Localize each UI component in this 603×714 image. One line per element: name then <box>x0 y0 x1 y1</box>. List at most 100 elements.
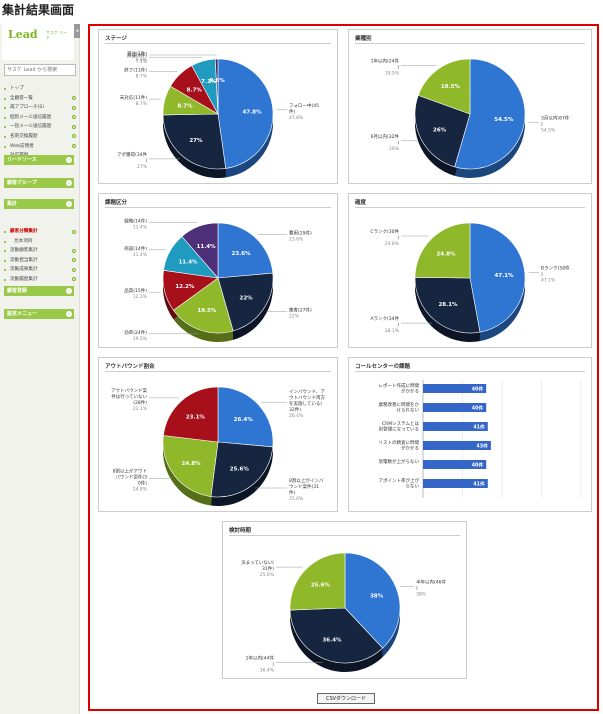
bullet-icon <box>4 126 6 129</box>
bullet-icon <box>4 107 6 110</box>
divider <box>105 207 331 208</box>
slice-percent-label: 23.6% <box>231 251 251 257</box>
pie-slice[interactable] <box>162 435 219 497</box>
pie-chart: 23.6%費用(29件)23.6%22%集客(27件)22%19.5%効率(24… <box>124 218 312 343</box>
summary-nav-item[interactable]: 顧客分類集計 <box>2 227 78 237</box>
circle-icon <box>72 229 76 234</box>
slice-label-line: 費用(29件) <box>289 230 312 237</box>
bar[interactable] <box>423 441 491 450</box>
section-label: 顧客グループ <box>7 180 37 186</box>
pie-slice[interactable] <box>163 386 219 443</box>
sidebar-nav-item[interactable]: Web訪問者 <box>2 142 78 152</box>
slice-percent-callout: 7.1% <box>136 59 148 65</box>
pie-slice[interactable] <box>289 552 346 611</box>
pie-slice[interactable] <box>289 607 384 664</box>
slice-label-line: ) <box>397 322 399 328</box>
sidebar-nav-item[interactable]: 個別メール送信履歴 <box>2 113 78 123</box>
slice-label-line: 未対応(11件) <box>120 94 147 101</box>
bar[interactable] <box>423 384 487 393</box>
pie-slice[interactable] <box>454 58 526 170</box>
slice-label-line: ウトバウンド両方 <box>289 394 325 401</box>
divider <box>105 43 331 44</box>
summary-nav-item[interactable]: 流動履歴集計 <box>2 275 78 285</box>
pie-slice[interactable] <box>414 277 481 334</box>
slice-percent-callout: 12.2% <box>133 294 148 300</box>
sidebar-nav-item[interactable]: 一括メール送信履歴 <box>2 122 78 132</box>
pie-slice[interactable] <box>344 552 401 649</box>
sidebar-nav-item[interactable]: 再アプローチ(S) <box>2 103 78 113</box>
slice-percent-callout: 24.8% <box>385 241 400 247</box>
slice-label-line: アポ獲得(34件 <box>117 151 147 158</box>
slice-label-line: インバウンド、ア <box>289 388 325 395</box>
search-input[interactable] <box>4 64 76 76</box>
slice-percent-callout: 25.6% <box>260 572 275 578</box>
pie-slice[interactable] <box>217 58 274 169</box>
pie-slice[interactable] <box>162 113 227 170</box>
bar[interactable] <box>423 479 488 488</box>
circle-icon <box>72 277 76 282</box>
slice-label-line: ) <box>416 585 418 591</box>
bar-value-label: 40件 <box>472 386 484 393</box>
slice-percent-label: 11.4% <box>178 260 198 266</box>
csv-download-button[interactable]: CSVダウンロード <box>317 693 375 704</box>
slice-percent-label: 25.6% <box>311 582 331 588</box>
slice-percent-callout: 27% <box>137 164 148 170</box>
sidebar-nav-item[interactable]: トップ <box>2 84 78 94</box>
bullet-icon <box>4 145 6 148</box>
logo[interactable]: Lead <box>8 28 38 41</box>
bar[interactable] <box>423 460 487 469</box>
bar-value-label: 41件 <box>473 424 485 431</box>
bar[interactable] <box>423 422 488 431</box>
pie-slice[interactable] <box>217 222 274 279</box>
summary-nav-item[interactable]: 流動担当集計 <box>2 256 78 266</box>
bar-value-label: 41件 <box>473 481 485 488</box>
pie-slice[interactable] <box>414 222 471 279</box>
pie-slice[interactable] <box>210 441 274 498</box>
pie-slice[interactable] <box>217 272 274 332</box>
slice-percent-callout: 8.7% <box>136 74 148 80</box>
pie-slice[interactable] <box>181 222 219 279</box>
sidebar-section-header[interactable]: リードソース › <box>4 155 74 165</box>
category-label-line: 別管理になっている <box>379 426 419 433</box>
slice-percent-callout: 8.7% <box>136 101 148 107</box>
slice-label-line: 商談(9件) <box>127 52 147 59</box>
sidebar-section-header[interactable]: 設定メニュー › <box>4 309 74 319</box>
slice-percent-label: 38% <box>370 593 384 599</box>
pie-slice[interactable] <box>414 94 471 168</box>
slice-percent-callout: 22% <box>289 313 300 319</box>
summary-nav-item[interactable]: 見本項目 <box>2 237 78 247</box>
chart-panel-issue: 課題区分 23.6% 費用(29件) 23.6% 22% 集客(27件) 22% 19.5%… <box>98 193 338 348</box>
slice-label-line: フォロー中(45 <box>289 102 319 109</box>
sidebar-nav-item[interactable]: 全顧客一覧 <box>2 94 78 104</box>
slice-percent-callout: 23.6% <box>289 237 304 243</box>
summary-nav-item[interactable]: 流動顧客集計 <box>2 246 78 256</box>
sidebar-section-header[interactable]: 顧客登録 › <box>4 286 74 296</box>
circle-icon <box>72 248 76 253</box>
bar[interactable] <box>423 403 487 412</box>
collapse-sidebar-icon[interactable]: ◂ <box>74 24 80 38</box>
sidebar-section-header[interactable]: 集計 ⌄ <box>4 199 74 209</box>
category-label-line: CRMシステムとは <box>382 421 420 427</box>
nav-label: 流動顧客集計 <box>10 248 38 254</box>
summary-nav-item[interactable]: 流動成果集計 <box>2 265 78 275</box>
nav-label: トップ <box>10 86 24 91</box>
panel-title: 業種別 <box>355 36 372 42</box>
slice-label-line: 戦略(14件) <box>124 218 147 225</box>
pie-slice[interactable] <box>469 222 526 333</box>
pie-chart: 47.8%フォロー中(45件)47.8%27%アポ獲得(34件)27%8.7%未… <box>117 50 319 178</box>
bullet-icon <box>4 250 6 253</box>
pie-slice[interactable] <box>214 58 219 115</box>
logo-subtitle: サスケ リード <box>46 30 68 40</box>
pie-slice[interactable] <box>417 58 471 115</box>
pie-slice[interactable] <box>217 386 274 448</box>
slice-label-line: ) <box>145 158 147 164</box>
slice-label-line: アウトバウンド案 <box>111 387 147 394</box>
sidebar-section-header[interactable]: 顧客グループ › <box>4 178 74 188</box>
divider <box>355 43 585 44</box>
pie-slice[interactable] <box>173 277 234 334</box>
sidebar-nav-item[interactable]: 名刺交換履歴 <box>2 132 78 142</box>
slice-label-line: 8割以上がアウト <box>113 467 147 474</box>
slice-label-line: 3月以内(67件 <box>541 114 570 121</box>
bullet-icon <box>4 231 6 233</box>
